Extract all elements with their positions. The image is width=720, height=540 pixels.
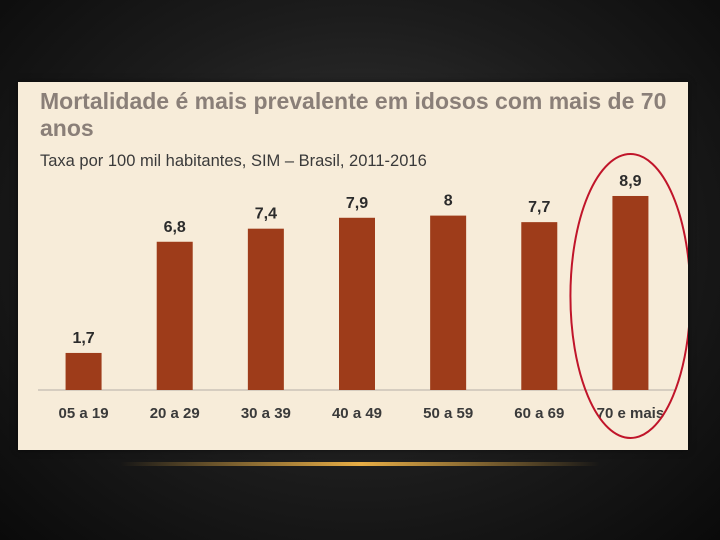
- data-label: 8,9: [619, 173, 641, 190]
- slide-panel: Mortalidade é mais prevalente em idosos …: [18, 82, 688, 450]
- slide-divider-line: [120, 462, 600, 466]
- bar-40-a-49: [339, 217, 375, 390]
- x-tick-label: 40 a 49: [332, 405, 382, 422]
- data-label: 7,9: [346, 195, 368, 212]
- data-label: 7,4: [255, 206, 277, 223]
- x-tick-label: 50 a 59: [423, 405, 473, 422]
- x-tick-label: 30 a 39: [241, 405, 291, 422]
- data-label: 6,8: [164, 219, 186, 236]
- data-label: 7,7: [528, 199, 550, 216]
- bar-30-a-39: [247, 228, 284, 390]
- bar-70-e-mais: [612, 195, 649, 390]
- data-label: 1,7: [72, 330, 94, 347]
- bar-chart: 1,7 05 a 19 6,8 20 a 29 7,4 30 a 39 7,9 40 a 49…: [38, 153, 688, 439]
- data-label: 8: [444, 193, 453, 210]
- x-tick-label: 20 a 29: [150, 405, 200, 422]
- x-tick-label: 70 e mais: [597, 405, 665, 422]
- bar-60-a-69: [521, 222, 558, 390]
- bar-05-a-19: [65, 352, 102, 390]
- x-tick-label: 05 a 19: [59, 405, 109, 422]
- bar-20-a-29: [156, 241, 193, 390]
- highlight-ellipse: [569, 153, 688, 439]
- x-tick-label: 60 a 69: [514, 405, 564, 422]
- chart-title: Mortalidade é mais prevalente em idosos …: [40, 88, 667, 141]
- chart-subtitle: Taxa por 100 mil habitantes, SIM – Brasi…: [40, 152, 427, 170]
- bar-50-a-59: [430, 215, 467, 390]
